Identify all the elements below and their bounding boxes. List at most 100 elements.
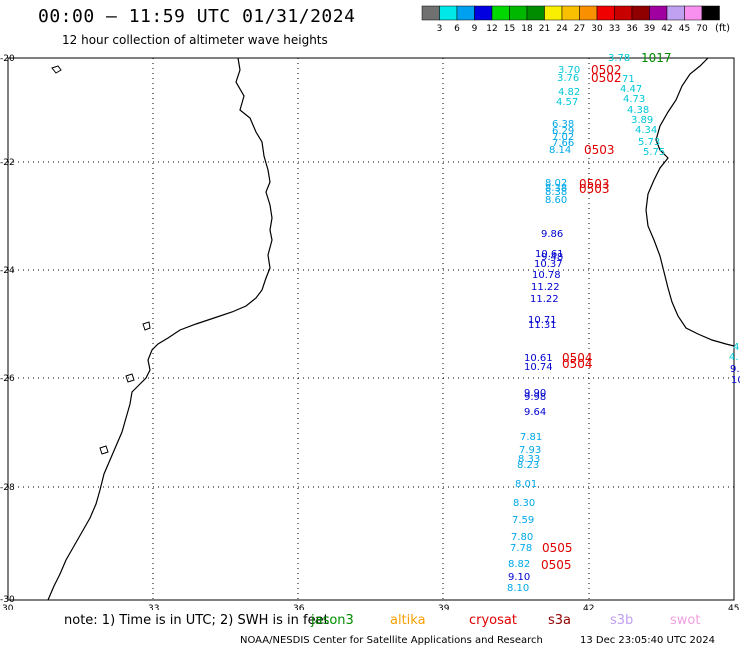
pass-time-label: 0505 [541,558,572,572]
wave-height-label: 4.57 [556,97,578,108]
legend-label: 6 [454,24,460,34]
wave-height-label: 4.47 [620,84,642,95]
wave-height-label: 4.38 [627,105,649,116]
island [99,445,109,455]
wave-height-label: 9.64 [524,407,546,418]
wave-height-label: 9.10 [508,572,530,583]
wave-height-label: 8.14 [549,145,571,156]
y-tick-label: -30 [0,595,15,605]
wave-height-label: 3.78 [608,53,630,64]
legend-label: 70 [696,24,708,34]
pass-time-label: 1017 [641,51,672,65]
wave-height-label: 3.70 [558,65,580,76]
pass-time-label: 0505 [542,541,573,555]
satellite-swot: swot [670,613,701,628]
pass-time-label: 0503 [579,182,610,196]
satellite-s3a: s3a [548,613,572,628]
wave-height-label: 7.93 [519,445,541,456]
legend-label: 15 [504,24,515,34]
pass-time-label: 0503 [579,177,610,191]
island [125,373,135,383]
x-tick-label: 39 [438,604,450,610]
legend-swatch [701,5,720,21]
wave-height-label: 10.71 [528,315,557,326]
footer-note: note: 1) Time is in UTC; 2) SWH is in fe… [64,613,329,628]
wave-height-label: 10.37 [534,259,563,270]
legend-label: 36 [626,24,638,34]
map-subtitle: 12 hour collection of altimeter wave hei… [62,33,328,47]
wave-height-label: 9.48 [541,252,563,263]
x-tick-label: 33 [148,604,159,610]
wave-height-label: 8.02 [545,178,567,189]
wave-height-label: 10 [731,375,740,386]
x-tick-label: 42 [583,604,594,610]
footer-timestamp: 13 Dec 23:05:40 UTC 2024 [580,635,715,646]
legend-label: 33 [609,24,620,34]
legend-label: 42 [661,24,672,34]
x-tick-labels: 30 33 36 39 42 45 [2,604,739,610]
wave-height-label: 4.34 [635,125,657,136]
wave-height-label: 7.81 [520,432,542,443]
y-tick-label: -28 [0,483,15,493]
legend-label: 30 [591,24,603,34]
wave-height-label: 8.82 [508,559,530,570]
pass-time-label: 0504 [562,357,593,371]
island [51,65,62,74]
y-tick-labels: -20 -22 -24 -26 -28 -30 [0,54,15,605]
wave-height-label: 71 [622,74,635,85]
pass-time-label: 0503 [584,143,615,157]
satellite-cryosat: cryosat [469,613,517,628]
pass-time-label: 0502 [591,63,622,77]
x-tick-label: 30 [2,604,14,610]
wave-height-label: 4.82 [558,87,580,98]
island [142,321,151,331]
wave-height-label: 9.98 [524,392,546,403]
wave-height-label: 10.61 [535,249,564,260]
wave-height-label: 10.61 [524,353,553,364]
wave-height-label: 8.23 [517,460,539,471]
legend-label: 24 [556,24,568,34]
map-title: 00:00 – 11:59 UTC 01/31/2024 [38,6,356,27]
plot-frame [7,57,735,601]
wave-height-label: 3.89 [631,115,653,126]
color-legend: 3 6 9 12 15 18 21 24 27 30 33 36 39 42 45 70 (ft) [421,5,730,34]
wave-height-label: 5.75 [643,147,665,158]
legend-label: 3 [437,24,443,34]
wave-height-label: 6.29 [552,126,574,137]
legend-label: 39 [644,24,656,34]
y-tick-label: -26 [0,374,15,384]
wave-height-label: 8.60 [545,195,567,206]
legend-label: 9 [472,24,478,34]
pass-time-label: 0502 [591,71,622,85]
wave-height-label: 7.59 [512,515,534,526]
coastline-madagascar [645,57,735,347]
wave-height-label: 8.01 [515,479,537,490]
wave-height-label: 4. [729,352,739,363]
map-plot: 30 33 36 39 42 45 -20 -22 -24 -26 -28 -3… [0,51,740,610]
wave-height-label: 9.86 [541,229,563,240]
pass-time-label: 0504 [562,351,593,365]
wave-height-label: 11.31 [528,320,557,331]
wave-height-label: 4 [733,342,739,353]
wave-height-label: 5.73 [638,137,660,148]
wave-height-label: 7.80 [511,532,533,543]
legend-label: 45 [679,24,690,34]
wave-height-label: 8.30 [513,498,535,509]
wave-observations: 3.78 3.703.76 4.824.57 4.474.734.383.894.34… [507,53,740,594]
wave-height-label: 10.74 [524,362,553,373]
y-tick-label: -20 [0,54,15,64]
coastline-mozambique [47,57,273,601]
legend-label: 12 [486,24,497,34]
wave-height-label: 10.78 [532,270,561,281]
wave-height-label: 7.78 [510,543,532,554]
footer-credit: NOAA/NESDIS Center for Satellite Applica… [240,635,543,646]
grid [8,58,734,600]
wave-height-label: 3.76 [557,73,579,84]
x-tick-label: 45 [728,604,739,610]
wave-height-label: 7.02 [552,132,574,143]
wave-height-label: 8.33 [518,454,540,465]
wave-height-label: 9.90 [524,388,546,399]
wave-height-label: 11.22 [531,282,560,293]
wave-height-label: 11.22 [530,294,559,305]
